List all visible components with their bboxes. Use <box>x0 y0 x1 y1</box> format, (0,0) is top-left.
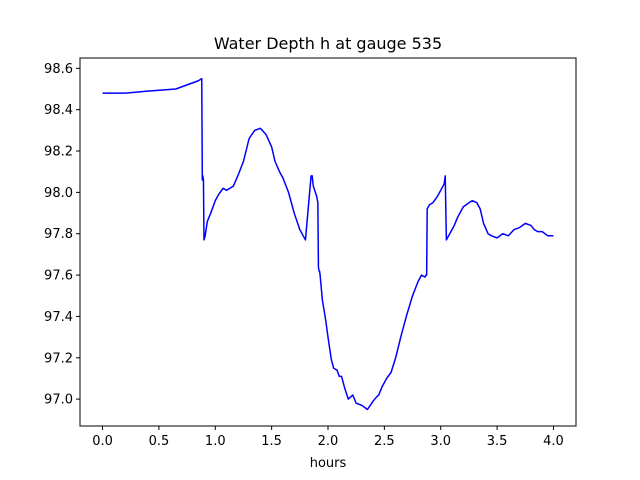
x-tick-label: 1.0 <box>205 434 226 449</box>
chart-title: Water Depth h at gauge 535 <box>214 34 442 53</box>
y-tick-label: 97.6 <box>44 269 73 284</box>
x-tick-label: 0.0 <box>92 434 113 449</box>
x-tick-label: 0.5 <box>149 434 170 449</box>
y-tick-label: 98.2 <box>44 145 73 160</box>
x-tick-label: 3.5 <box>487 434 508 449</box>
x-tick-label: 2.0 <box>318 434 339 449</box>
x-tick-label: 3.0 <box>430 434 451 449</box>
y-tick-label: 98.6 <box>44 62 73 77</box>
y-tick-label: 97.0 <box>44 393 73 408</box>
y-tick-label: 97.2 <box>44 351 73 366</box>
x-tick-label: 4.0 <box>543 434 564 449</box>
series-line-0 <box>102 77 554 411</box>
y-tick-label: 98.4 <box>44 103 73 118</box>
x-tick-label: 2.5 <box>374 434 395 449</box>
y-axis: 97.0 97.2 97.4 97.6 97.8 98.0 98.2 98.4 98.6 <box>44 62 80 408</box>
x-axis: 0.0 0.5 1.0 1.5 2.0 2.5 3.0 3.5 4.0 <box>92 426 564 449</box>
y-tick-label: 98.0 <box>44 186 73 201</box>
y-tick-label: 97.4 <box>44 310 73 325</box>
x-axis-title: hours <box>310 456 347 471</box>
plot-area <box>102 77 554 411</box>
y-tick-label: 97.8 <box>44 227 73 242</box>
x-tick-label: 1.5 <box>261 434 282 449</box>
